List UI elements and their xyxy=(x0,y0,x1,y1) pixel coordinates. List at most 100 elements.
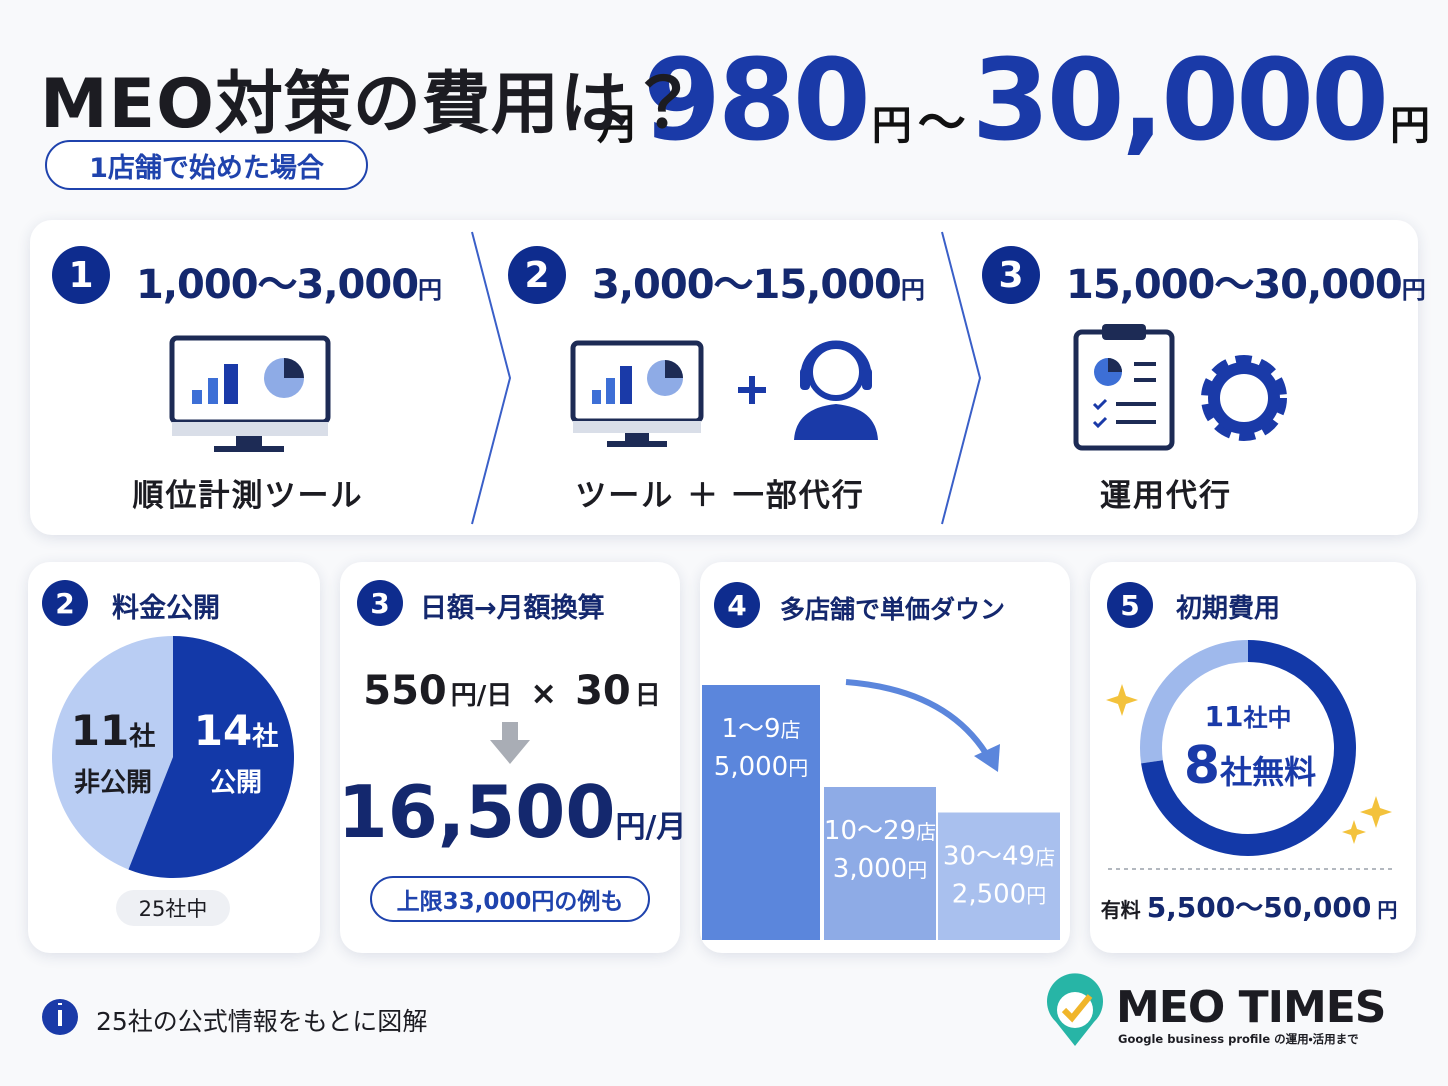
daily: 550 xyxy=(363,668,447,714)
donut-free xyxy=(1141,640,1356,856)
card-number: 5 xyxy=(1107,582,1153,628)
price-prefix: 月 xyxy=(596,100,639,149)
donut-rest xyxy=(1140,640,1249,764)
price: 5,000 xyxy=(714,752,788,782)
slice-count: 14 社 xyxy=(194,706,278,755)
card-number: 4 xyxy=(714,582,760,628)
price: 2,500 xyxy=(952,880,1026,910)
card-title: 初期費用 xyxy=(1176,594,1281,624)
unit: 円 xyxy=(1401,276,1426,304)
step-number: 1 xyxy=(52,246,110,304)
price-unit: 円 xyxy=(788,756,808,780)
step-range: 3,000〜15,000 円 xyxy=(592,252,925,310)
step-range: 15,000〜30,000 円 xyxy=(1066,252,1426,310)
total: 11 xyxy=(1204,700,1244,733)
stores: 1〜9 xyxy=(721,714,780,744)
range: 15,000〜30,000 xyxy=(1066,262,1403,308)
badge: 1店舗で始めた場合 xyxy=(45,140,368,190)
daily-unit: 円/日 xyxy=(450,681,513,711)
total-badge: 25社中 xyxy=(116,890,230,926)
unit: 円 xyxy=(900,276,925,304)
paid-range: 有料 5,500〜50,000 円 xyxy=(1101,886,1398,926)
times: × xyxy=(530,674,558,712)
total-label: 25社中 xyxy=(138,897,208,921)
note-badge: 上限33,000円の例も xyxy=(370,876,650,922)
stores: 10〜29 xyxy=(824,816,916,846)
divider xyxy=(941,231,982,525)
clipboard-icon xyxy=(1073,324,1175,451)
days-unit: 日 xyxy=(634,681,661,711)
free: 8 xyxy=(1183,736,1221,796)
sparkle xyxy=(1106,684,1392,844)
price-range: 月 980 円 〜 30,000 円 xyxy=(597,36,1430,166)
price-unit: 円 xyxy=(871,103,912,149)
step-number: 3 xyxy=(982,246,1040,304)
divider xyxy=(471,231,512,525)
unit: 社 xyxy=(252,722,279,752)
plus-icon xyxy=(738,376,766,404)
down-arrow xyxy=(490,722,530,764)
step-label: 順位計測ツール xyxy=(132,478,364,514)
unit: 社 xyxy=(129,722,156,752)
monthly-value: 16,500 xyxy=(337,770,616,854)
step-label: ツール ＋ 一部代行 xyxy=(575,478,865,514)
days: 30 xyxy=(575,668,631,714)
step-label: 運用代行 xyxy=(1100,478,1232,514)
price-unit: 円 xyxy=(1390,103,1430,149)
range: 3,000〜15,000 xyxy=(592,262,902,308)
free-unit: 社無料 xyxy=(1220,753,1317,791)
card-title: 日額→月額換算 xyxy=(420,593,605,624)
count: 14 xyxy=(193,706,253,755)
card-title: 多店舗で単価ダウン xyxy=(780,595,1006,624)
step-range: 1,000〜3,000 円 xyxy=(136,252,442,310)
price-unit: 円 xyxy=(1026,884,1046,908)
bar xyxy=(938,812,1060,940)
pie-slice xyxy=(128,636,295,878)
unit: 円 xyxy=(418,276,443,304)
paid-value: 5,500〜50,000 xyxy=(1146,891,1372,924)
total-unit: 社中 xyxy=(1243,704,1292,732)
bar-price: 2,500円 xyxy=(952,880,1046,910)
paid-unit: 円 xyxy=(1377,898,1398,922)
monthly: 16,500 円/月 xyxy=(338,770,687,854)
card-number: 2 xyxy=(42,580,88,626)
stores-unit: 店 xyxy=(1035,846,1055,870)
bar-stores: 1〜9店 xyxy=(721,714,800,744)
paid-label: 有料 xyxy=(1100,898,1141,922)
operator-icon xyxy=(794,340,878,440)
monitor-icon xyxy=(169,335,331,452)
donut-free: 8 社無料 xyxy=(1184,736,1316,796)
bar-price: 3,000円 xyxy=(833,854,927,884)
price: 3,000 xyxy=(833,854,907,884)
trend-arrow-head xyxy=(974,744,1000,772)
bar xyxy=(824,787,936,940)
slice-count: 11 社 xyxy=(71,706,155,755)
stores-unit: 店 xyxy=(781,718,801,742)
card-number: 3 xyxy=(357,580,403,626)
slice-label: 公開 xyxy=(209,768,263,798)
pie-slice xyxy=(52,636,174,870)
price-unit: 円 xyxy=(907,858,927,882)
bar-stores: 10〜29店 xyxy=(824,816,936,846)
step-number: 2 xyxy=(508,246,566,304)
footer-note: 25社の公式情報をもとに図解 xyxy=(96,1007,428,1036)
stores-unit: 店 xyxy=(916,820,936,844)
price-min: 980 xyxy=(642,36,871,166)
title: MEO対策の費用は？ xyxy=(40,65,698,144)
card-title: 料金公開 xyxy=(112,593,220,624)
bar xyxy=(702,685,820,940)
monitor-icon xyxy=(570,340,704,447)
count: 11 xyxy=(70,706,130,755)
stores: 30〜49 xyxy=(943,842,1035,872)
trend-arrow xyxy=(845,679,993,762)
daily-formula: 550 円/日 × 30 日 xyxy=(363,668,661,714)
range: 1,000〜3,000 xyxy=(136,262,419,308)
monthly-unit: 円/月 xyxy=(615,810,687,845)
price-max: 30,000 xyxy=(971,36,1389,166)
logo: MEO TIMES xyxy=(1116,982,1386,1033)
gear-icon xyxy=(1201,355,1287,441)
bar-price: 5,000円 xyxy=(714,752,808,782)
